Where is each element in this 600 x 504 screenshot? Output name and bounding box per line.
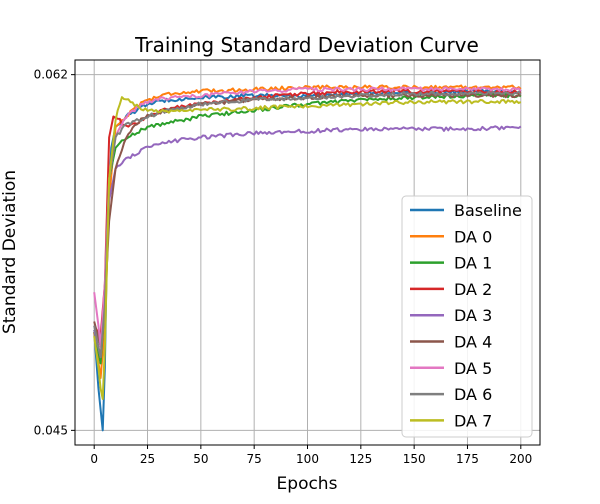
legend-label: DA 1 xyxy=(454,254,492,273)
x-tick-label: 25 xyxy=(140,452,155,466)
x-tick-label: 50 xyxy=(193,452,208,466)
series-line-da-5 xyxy=(93,86,522,348)
series-line-da-7 xyxy=(93,96,522,400)
x-tick-label: 75 xyxy=(247,452,262,466)
legend-label: Baseline xyxy=(454,201,522,220)
axis-ticks: 0 25 50 75 100 125 150 175 200 0.045 0.062 xyxy=(34,68,533,466)
legend-box xyxy=(401,195,533,438)
legend-label: DA 6 xyxy=(454,385,492,404)
y-tick-label: 0.045 xyxy=(34,423,68,437)
legend-label: DA 3 xyxy=(454,306,492,325)
series-line-da-2 xyxy=(93,88,522,338)
y-axis-label: Standard Deviation xyxy=(0,170,20,334)
legend-label: DA 2 xyxy=(454,280,492,299)
x-tick-label: 125 xyxy=(349,452,372,466)
chart-title: Training Standard Deviation Curve xyxy=(134,33,479,57)
x-axis-label: Epochs xyxy=(277,474,338,494)
x-tick-label: 150 xyxy=(403,452,426,466)
x-tick-label: 100 xyxy=(296,452,319,466)
series-line-da-0 xyxy=(93,84,522,380)
y-tick-label: 0.062 xyxy=(34,68,68,82)
legend-label: DA 4 xyxy=(454,333,492,352)
series-line-da-1 xyxy=(93,92,522,365)
x-tick-label: 0 xyxy=(90,452,98,466)
legend-label: DA 7 xyxy=(454,411,492,430)
x-tick-label: 200 xyxy=(509,452,532,466)
series-line-da-3 xyxy=(93,125,522,359)
legend-label: DA 0 xyxy=(454,227,492,246)
x-tick-label: 175 xyxy=(456,452,479,466)
series-lines xyxy=(93,84,522,432)
legend-label: DA 5 xyxy=(454,359,492,378)
legend: Baseline DA 0 DA 1 DA 2 DA 3 DA 4 DA 5 DA 6 DA 7 xyxy=(401,195,533,438)
